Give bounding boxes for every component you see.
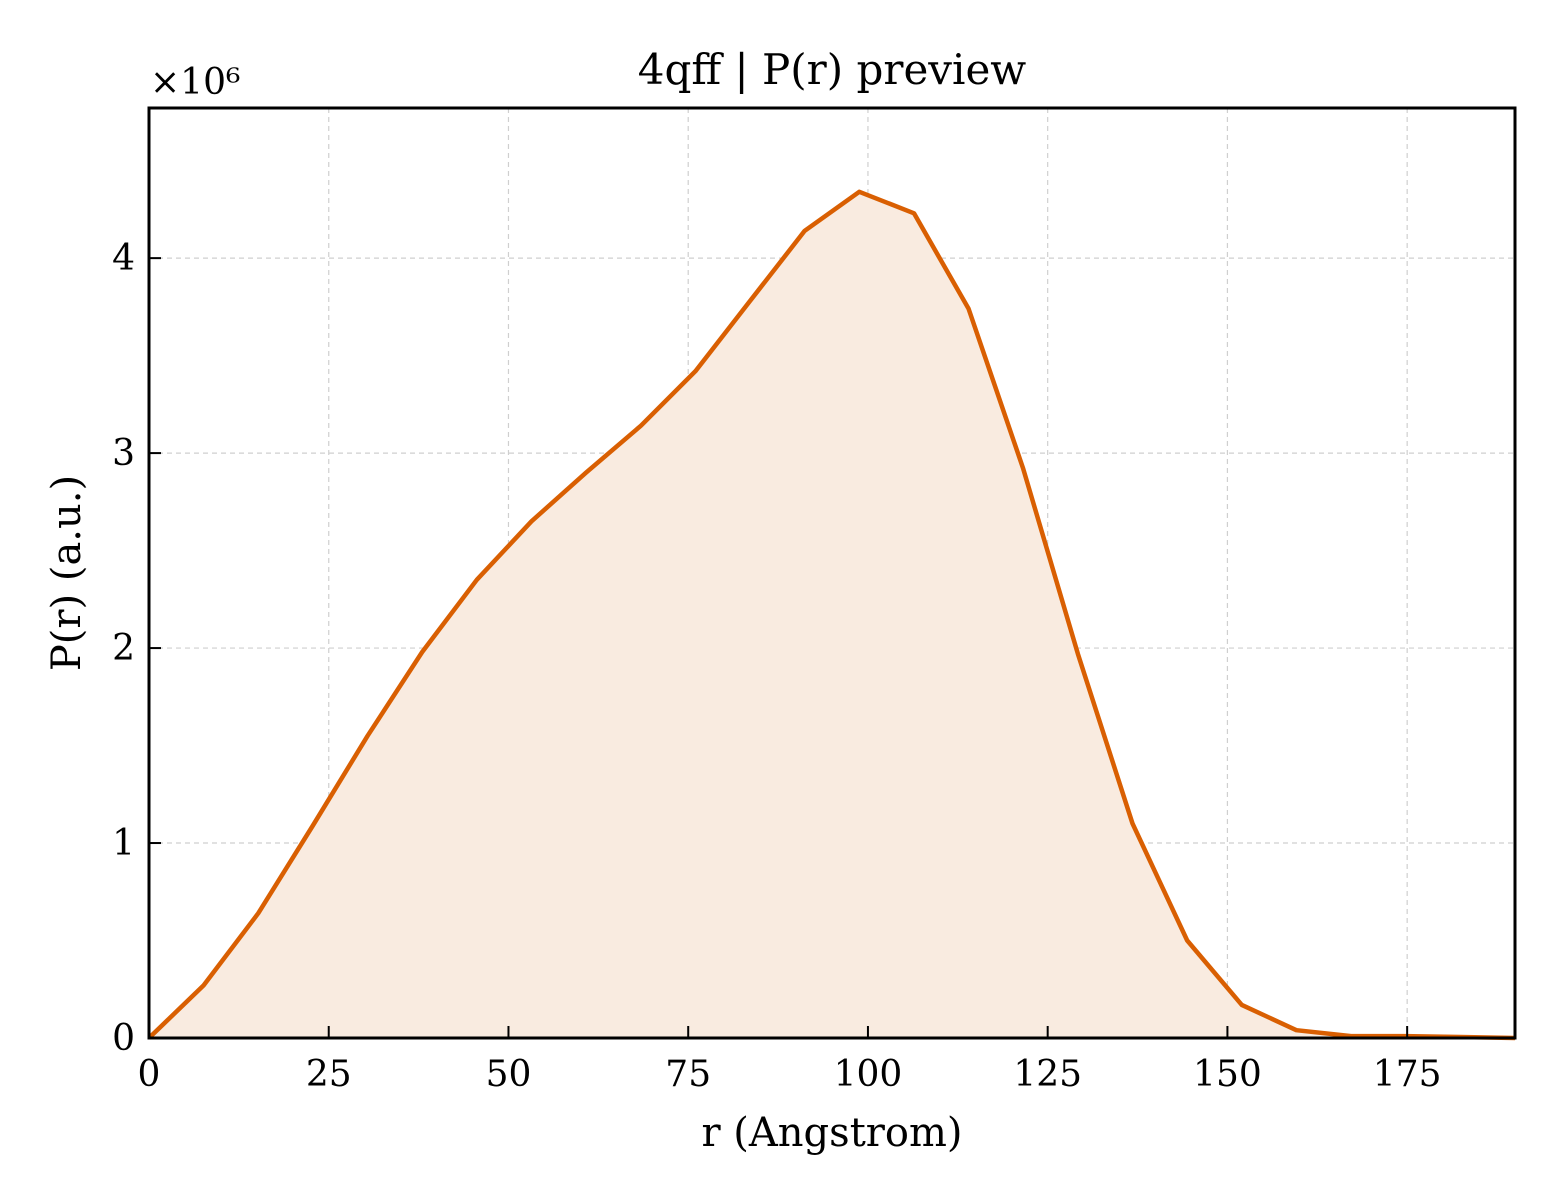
series-area-fill: [149, 191, 1515, 1039]
y-tick-label: 4: [112, 238, 135, 279]
x-tick-label: 75: [665, 1054, 711, 1095]
plot-frame: [147, 106, 1517, 1040]
x-tick-label: 150: [1193, 1054, 1262, 1095]
y-tick-label: 0: [112, 1018, 135, 1059]
chart-title: 4qff | P(r) preview: [638, 45, 1027, 94]
x-tick-label: 25: [306, 1054, 352, 1095]
x-tick-label: 0: [138, 1054, 161, 1095]
x-tick-labels: 0 25 50 75 100 125 150 175: [138, 1054, 1442, 1095]
y-axis-multiplier: ×10⁶: [150, 62, 240, 103]
x-tick-label: 125: [1013, 1054, 1082, 1095]
y-tick-label: 2: [112, 628, 135, 669]
y-tick-label: 3: [112, 433, 135, 474]
series-line: [147, 189, 1516, 1041]
x-tick-label: 50: [486, 1054, 532, 1095]
y-axis-label: P(r) (a.u.): [44, 475, 90, 671]
y-tick-label: 1: [112, 823, 135, 864]
y-tick-labels: 0 1 2 3 4: [112, 238, 135, 1059]
x-axis-label: r (Angstrom): [701, 1110, 962, 1156]
x-tick-label: 175: [1373, 1054, 1442, 1095]
x-tick-label: 100: [834, 1054, 903, 1095]
